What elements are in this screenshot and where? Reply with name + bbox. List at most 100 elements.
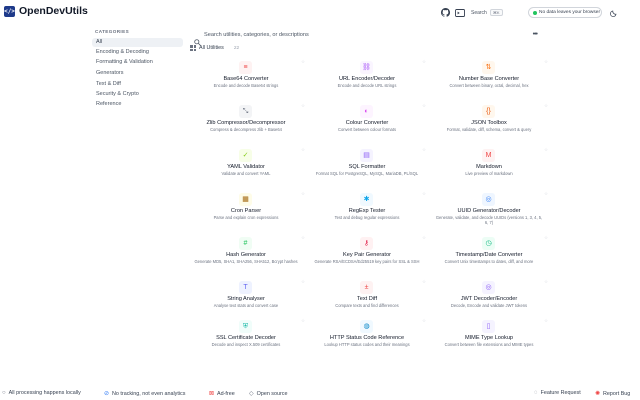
lock-icon: ○ [2, 390, 6, 396]
header-search-button[interactable]: Search ⌘K [471, 7, 503, 18]
favorite-star-icon[interactable]: ☆ [543, 191, 548, 196]
utility-card[interactable]: ⛓ ☆ URL Encoder/Decoder Encode and decode U… [308, 59, 426, 101]
utility-name: Number Base Converter [458, 76, 520, 82]
utility-name: URL Encoder/Decoder [338, 76, 396, 82]
lines-icon: ≡ [239, 61, 252, 74]
categories-heading: CATEGORIES [95, 29, 130, 34]
report-bug-link[interactable]: ✺ Report Bug [595, 390, 631, 398]
utility-description: Generate MD5, SHA1, SHA256, SHA512, Bcry… [194, 259, 298, 264]
utility-description: Convert Unix timestamps to dates, diff, … [444, 259, 534, 264]
utility-name: JSON Toolbox [471, 120, 507, 126]
utility-card[interactable]: ⛨ ☆ SSL Certificate Decoder Decode and insp… [187, 318, 305, 360]
favorite-star-icon[interactable]: ☆ [543, 59, 548, 64]
utility-card[interactable]: ± ☆ Text Diff Compare texts and find differ… [308, 279, 426, 321]
footer-label[interactable]: Feature Request [540, 390, 581, 396]
utility-search-input[interactable]: Search utilities, categories, or descrip… [192, 31, 541, 46]
utility-card[interactable]: ⇅ ☆ Number Base Converter Convert between b… [430, 59, 548, 101]
footer-label[interactable]: Open source [256, 390, 288, 397]
utility-card[interactable]: ▯ ☆ MIME Type Lookup Convert between file e… [430, 318, 548, 360]
utilities-list-heading: All Utilities 22 [190, 45, 239, 51]
type-icon: T [239, 281, 252, 294]
utility-description: Analyse text stats and convert case [213, 303, 279, 308]
footer: ○ All processing happens locally ⊘ No tr… [0, 388, 640, 400]
utility-description: Convert between colour formats [337, 127, 397, 132]
utility-card[interactable]: ✓ ☆ YAML Validator Validate and convert YAM… [187, 147, 305, 189]
utility-description: Parse and explain cron expressions [213, 215, 279, 220]
footer-no-tracking: ⊘ No tracking, not even analytics [104, 390, 186, 398]
favorite-star-icon[interactable]: ☆ [421, 279, 426, 284]
utility-description: Format SQL for PostgreSQL, MySQL, MariaD… [315, 171, 419, 176]
favorite-star-icon[interactable]: ☆ [421, 235, 426, 240]
more-options-icon[interactable]: ••• [532, 31, 538, 38]
category-item-text-diff[interactable]: Text & Diff [96, 81, 121, 87]
favorite-star-icon[interactable]: ☆ [300, 318, 305, 323]
favorite-star-icon[interactable]: ☆ [421, 59, 426, 64]
utility-card[interactable]: ◎ ☆ JWT Decoder/Encoder Decode, Encode and … [430, 279, 548, 321]
footer-local-processing: ○ All processing happens locally [2, 390, 81, 396]
favorite-star-icon[interactable]: ☆ [421, 103, 426, 108]
utility-card[interactable]: ◍ ☆ HTTP Status Code Reference Lookup HTTP … [308, 318, 426, 360]
top-bar: </> OpenDevUtils Search ⌘K No data leave… [0, 0, 640, 24]
search-label: Search [471, 9, 487, 16]
category-item-encoding[interactable]: Encoding & Decoding [96, 49, 149, 55]
utility-card[interactable]: ⚷ ☆ Key Pair Generator Generate RSA/ECDSA/E… [308, 235, 427, 277]
favorite-star-icon[interactable]: ☆ [300, 235, 305, 240]
favorite-star-icon[interactable]: ☆ [300, 103, 305, 108]
favorite-star-icon[interactable]: ☆ [421, 191, 426, 196]
app-logo-icon[interactable]: </> [4, 6, 15, 17]
utility-count: 22 [233, 45, 240, 51]
utility-card[interactable]: ≡ ☆ Base64 Converter Encode and decode Base… [187, 59, 305, 101]
category-item-reference[interactable]: Reference [96, 101, 122, 107]
bug-icon: ✺ [595, 391, 601, 397]
utility-card[interactable]: ◎ ☆ UUID Generator/Decoder Generate, valida… [430, 191, 548, 233]
favorite-star-icon[interactable]: ☆ [421, 147, 426, 152]
favorite-star-icon[interactable]: ☆ [300, 59, 305, 64]
utility-card[interactable]: ⤡ ☆ Zlib Compressor/Decompressor Compress &… [187, 103, 305, 145]
category-item-generators[interactable]: Generators [96, 70, 124, 76]
favorite-star-icon[interactable]: ☆ [543, 103, 548, 108]
favorite-star-icon[interactable]: ☆ [300, 191, 305, 196]
utility-name: Colour Converter [345, 120, 389, 126]
footer-label: All processing happens locally [8, 390, 81, 396]
utility-card[interactable]: ▤ ☆ SQL Formatter Format SQL for PostgreSQL… [308, 147, 426, 189]
favorite-star-icon[interactable]: ☆ [300, 279, 305, 284]
utility-card[interactable]: ◐ ☆ Colour Converter Convert between colour… [308, 103, 426, 145]
favorite-star-icon[interactable]: ☆ [300, 147, 305, 152]
search-shortcut: ⌘K [489, 9, 503, 16]
utility-card[interactable]: {} ☆ JSON Toolbox Format, validate, diff, s… [430, 103, 548, 145]
utility-card[interactable]: ◷ ☆ Timestamp/Date Converter Convert Unix t… [430, 235, 548, 277]
theme-toggle-icon[interactable] [609, 8, 619, 17]
utility-name: Markdown [476, 164, 502, 170]
utility-card[interactable]: T ☆ String Analyser Analyse text stats and … [187, 279, 305, 321]
favorite-star-icon[interactable]: ☆ [543, 235, 548, 240]
footer-open-source-link[interactable]: ◇ Open source [249, 390, 288, 398]
utility-card[interactable]: # ☆ Hash Generator Generate MD5, SHA1, SHA2… [187, 235, 305, 277]
regex-icon: ✱ [360, 193, 373, 206]
favorite-star-icon[interactable]: ☆ [543, 279, 548, 284]
utility-description: Compare texts and find differences [335, 303, 399, 308]
favorite-star-icon[interactable]: ☆ [421, 318, 426, 323]
utility-card[interactable]: ▦ ☆ Cron Parser Parse and explain cron expr… [187, 191, 305, 233]
footer-label[interactable]: Report Bug [603, 390, 631, 397]
utility-card[interactable]: ✱ ☆ RegExp Tester Test and debug regular ex… [308, 191, 426, 233]
terminal-icon[interactable] [455, 8, 465, 17]
github-icon[interactable] [440, 8, 450, 17]
utility-name: Key Pair Generator [343, 252, 391, 258]
feature-request-link[interactable]: ◌ Feature Request [534, 390, 581, 396]
utility-description: Lookup HTTP status codes and their meani… [324, 342, 410, 347]
utility-card[interactable]: M ☆ Markdown Live preview of markdown [430, 147, 548, 189]
category-item-formatting[interactable]: Formatting & Validation [96, 59, 153, 65]
app-title[interactable]: OpenDevUtils [19, 5, 88, 17]
utility-description: Convert between binary, octal, decimal, … [449, 83, 529, 88]
category-item-security[interactable]: Security & Crypto [96, 91, 139, 97]
utility-description: Convert between file extensions and MIME… [444, 342, 534, 347]
favorite-star-icon[interactable]: ☆ [543, 318, 548, 323]
link-icon: ⛓ [360, 61, 373, 74]
utility-description: Encode and decode URL strings [337, 83, 397, 88]
utility-description: Live preview of markdown [465, 171, 513, 176]
list-title: All Utilities [199, 45, 224, 51]
file-check-icon: ✓ [239, 149, 252, 162]
category-item-all[interactable]: All [92, 38, 183, 47]
footer-label: No tracking, not even analytics [112, 390, 186, 397]
favorite-star-icon[interactable]: ☆ [543, 147, 548, 152]
